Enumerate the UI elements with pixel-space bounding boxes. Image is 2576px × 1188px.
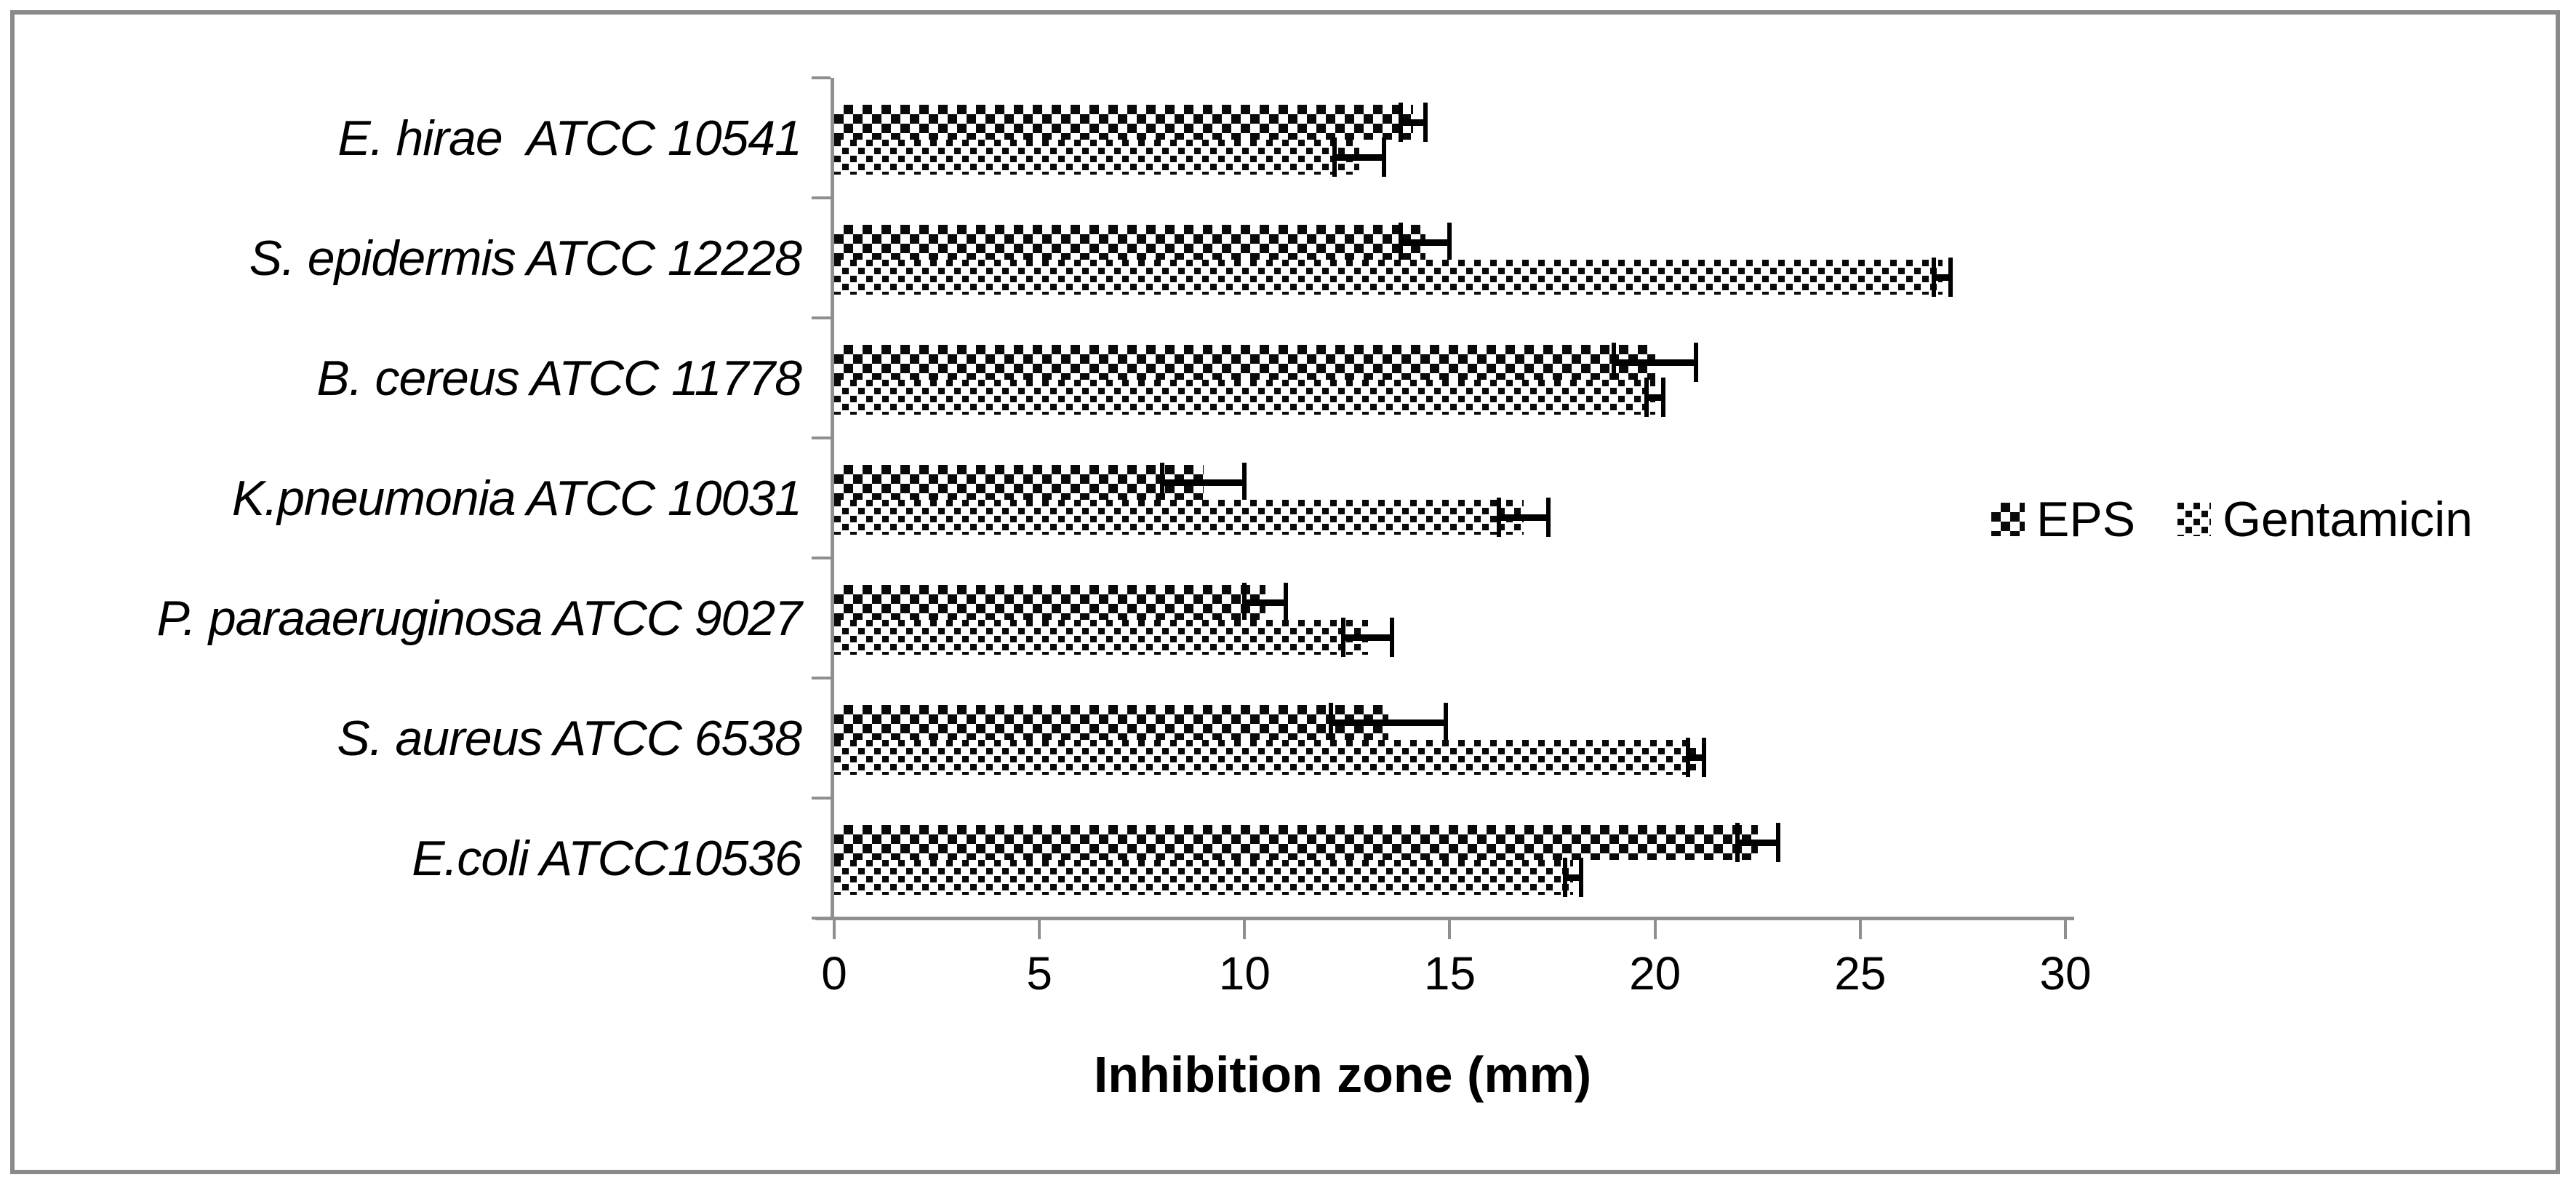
error-bar-cap-right <box>1545 498 1551 537</box>
error-bar-line <box>1614 359 1697 366</box>
gentamicin-bar <box>834 140 1360 175</box>
x-axis-tick <box>1038 920 1041 939</box>
error-bar-cap-left <box>1644 378 1649 417</box>
error-bar-cap-left <box>1160 463 1165 502</box>
y-axis-tick <box>812 677 831 679</box>
error-bar-line <box>1564 874 1582 881</box>
eps-bar <box>834 465 1204 500</box>
gentamicin-swatch-icon <box>2177 503 2212 536</box>
error-bar-cap-right <box>1443 703 1448 742</box>
error-bar-line <box>1343 634 1393 641</box>
y-axis-tick <box>812 797 831 800</box>
eps-swatch-icon <box>1991 503 2025 536</box>
category-label: S. aureus ATCC 6538 <box>337 710 802 766</box>
category-label: E. hirae ATCC 10541 <box>337 110 802 166</box>
eps-bar <box>834 825 1758 860</box>
error-bar-line <box>1335 154 1385 161</box>
error-bar-line <box>1330 719 1446 726</box>
error-bar-cap-left <box>1398 103 1403 142</box>
gentamicin-bar <box>834 380 1655 415</box>
error-bar-cap-right <box>1948 258 1953 297</box>
error-bar-cap-right <box>1447 223 1452 262</box>
x-tick-label: 25 <box>1834 947 1887 1000</box>
legend-item-gentamicin: Gentamicin <box>2177 495 2473 544</box>
error-bar-cap-left <box>1497 498 1502 537</box>
eps-bar <box>834 585 1265 620</box>
error-bar-cap-left <box>1932 258 1937 297</box>
error-bar-cap-left <box>1398 223 1403 262</box>
error-bar-cap-right <box>1702 738 1707 777</box>
error-bar-cap-left <box>1735 823 1740 862</box>
x-axis-line <box>815 917 2074 920</box>
x-axis-tick <box>2063 920 2067 939</box>
error-bar-line <box>1400 239 1450 246</box>
error-bar-cap-right <box>1283 583 1288 622</box>
error-bar-cap-right <box>1382 137 1387 177</box>
error-bar-line <box>1162 479 1245 486</box>
gentamicin-bar <box>834 500 1524 535</box>
gentamicin-bar <box>834 260 1943 295</box>
y-axis-tick <box>812 196 831 199</box>
x-axis-tick <box>1243 920 1247 939</box>
error-bar-cap-left <box>1242 583 1247 622</box>
x-tick-label: 10 <box>1218 947 1271 1000</box>
eps-bar <box>834 345 1655 380</box>
y-axis-line <box>831 78 834 918</box>
eps-bar <box>834 225 1425 260</box>
error-bar-cap-left <box>1612 343 1617 382</box>
legend: EPS Gentamicin <box>1991 495 2473 544</box>
error-bar-cap-left <box>1685 738 1690 777</box>
error-bar-cap-right <box>1660 378 1665 417</box>
x-axis-title: Inhibition zone (mm) <box>1093 1046 1592 1103</box>
gentamicin-bar <box>834 740 1697 775</box>
error-bar-cap-left <box>1332 137 1337 177</box>
legend-item-eps: EPS <box>1991 495 2135 544</box>
gentamicin-bar <box>834 860 1573 895</box>
y-axis-tick <box>812 436 831 439</box>
x-axis-tick <box>1448 920 1452 939</box>
category-label: S. epidermis ATCC 12228 <box>249 230 802 286</box>
x-tick-label: 0 <box>821 947 847 1000</box>
error-bar-cap-left <box>1328 703 1333 742</box>
error-bar-cap-right <box>1694 343 1699 382</box>
error-bar-cap-left <box>1340 618 1345 657</box>
error-bar-cap-right <box>1775 823 1780 862</box>
figure-border <box>10 10 2560 1174</box>
y-axis-tick <box>812 316 831 319</box>
y-axis-tick <box>812 917 831 920</box>
error-bar-line <box>1400 119 1425 126</box>
category-label: P. paraaeruginosa ATCC 9027 <box>156 590 802 646</box>
x-axis-tick <box>1858 920 1862 939</box>
eps-bar <box>834 705 1388 740</box>
error-bar-cap-right <box>1423 103 1428 142</box>
y-axis-tick <box>812 557 831 559</box>
x-tick-label: 15 <box>1423 947 1476 1000</box>
x-tick-label: 30 <box>2039 947 2092 1000</box>
error-bar-line <box>1499 514 1548 521</box>
x-axis-tick <box>1653 920 1657 939</box>
x-tick-label: 20 <box>1629 947 1681 1000</box>
category-label: B. cereus ATCC 11778 <box>316 350 802 406</box>
x-tick-label: 5 <box>1026 947 1052 1000</box>
legend-label: Gentamicin <box>2223 492 2473 547</box>
error-bar-cap-right <box>1390 618 1395 657</box>
error-bar-line <box>1934 274 1951 281</box>
error-bar-line <box>1244 599 1286 606</box>
error-bar-cap-right <box>1242 463 1247 502</box>
legend-label: EPS <box>2036 492 2136 547</box>
error-bar-line <box>1687 754 1705 761</box>
error-bar-line <box>1647 394 1663 401</box>
y-axis-tick <box>812 76 831 79</box>
error-bar-cap-right <box>1579 858 1584 897</box>
gentamicin-bar <box>834 620 1368 655</box>
error-bar-line <box>1737 839 1778 846</box>
category-label: K.pneumonia ATCC 10031 <box>231 470 802 526</box>
eps-bar <box>834 105 1413 140</box>
x-axis-tick <box>833 920 836 939</box>
error-bar-cap-left <box>1562 858 1567 897</box>
category-label: E.coli ATCC10536 <box>412 830 802 886</box>
